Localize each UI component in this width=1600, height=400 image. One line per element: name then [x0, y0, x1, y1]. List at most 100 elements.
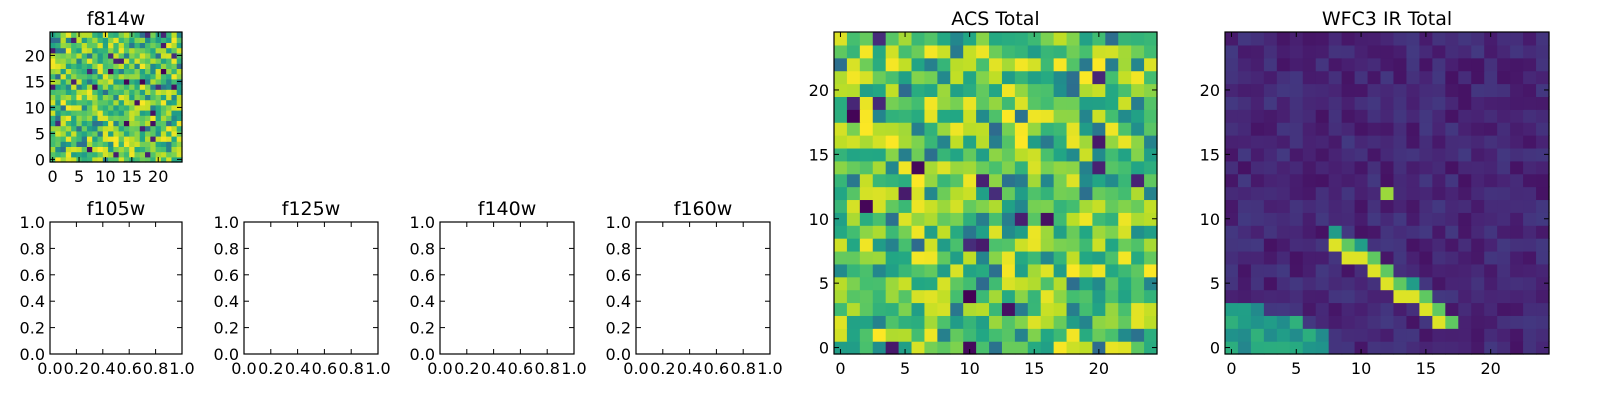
heatmap-cell [1341, 135, 1356, 149]
heatmap-cell [166, 84, 173, 90]
heatmap-cell [65, 63, 72, 69]
heatmap-cell [1458, 44, 1472, 59]
heatmap-cell [834, 186, 848, 201]
heatmap-cell [166, 130, 173, 137]
heatmap-cell [71, 99, 77, 106]
heatmap-cell [1354, 199, 1369, 213]
heatmap-cell [1144, 212, 1158, 226]
heatmap-cell [1040, 96, 1055, 110]
heatmap-cell [1092, 32, 1106, 46]
heatmap-cell [171, 94, 178, 101]
y-tick-label: 5 [819, 274, 829, 293]
heatmap-cell [1419, 302, 1433, 316]
heatmap-cell [834, 122, 848, 136]
heatmap-cell [1367, 250, 1382, 265]
heatmap-cell [846, 173, 861, 188]
heatmap-cell [1027, 147, 1042, 162]
heatmap-cell [1497, 263, 1511, 278]
heatmap-cell [834, 238, 848, 252]
heatmap-cell [1263, 147, 1278, 162]
heatmap-cell [1276, 302, 1291, 316]
heatmap-cell [139, 99, 146, 106]
acs-total-frame [833, 31, 1158, 355]
x-tick-label: 0 [48, 167, 58, 186]
heatmap-cell [859, 212, 874, 226]
heatmap-cell [1497, 70, 1511, 85]
heatmap-cell [1001, 225, 1016, 239]
heatmap-cell [1497, 276, 1511, 291]
heatmap-cell [118, 73, 125, 80]
heatmap-cell [1458, 57, 1472, 72]
heatmap-cell [1118, 186, 1132, 201]
heatmap-cell [834, 212, 848, 226]
y-tick-label: 0.8 [20, 239, 45, 258]
heatmap-cell [86, 151, 93, 158]
heatmap-cell [885, 238, 900, 252]
heatmap-cell [176, 58, 183, 64]
heatmap-cell [76, 110, 83, 116]
heatmap-cell [1302, 289, 1317, 304]
heatmap-cell [123, 84, 130, 90]
heatmap-cell [123, 89, 130, 95]
heatmap-cell [885, 57, 900, 72]
heatmap-cell [1445, 96, 1459, 110]
heatmap-cell [963, 83, 977, 97]
heatmap-cell [1328, 57, 1343, 72]
heatmap-cell [145, 73, 151, 80]
heatmap-cell [1289, 263, 1304, 278]
heatmap-cell [171, 104, 178, 111]
heatmap-cell [1014, 212, 1029, 226]
heatmap-cell [65, 130, 72, 137]
heatmap-cell [1302, 302, 1317, 316]
heatmap-cell [989, 109, 1003, 123]
heatmap-cell [108, 110, 114, 116]
heatmap-cell [872, 32, 887, 46]
heatmap-cell [1445, 341, 1459, 355]
heatmap-cell [1250, 276, 1265, 291]
heatmap-cell [1510, 70, 1524, 85]
heatmap-cell [166, 73, 173, 80]
heatmap-cell [92, 47, 99, 54]
heatmap-cell [989, 238, 1003, 252]
heatmap-cell [1367, 212, 1382, 226]
heatmap-cell [859, 238, 874, 252]
heatmap-cell [1419, 263, 1433, 278]
heatmap-cell [1458, 289, 1472, 304]
heatmap-cell [65, 136, 72, 142]
heatmap-cell [1014, 250, 1029, 265]
heatmap-cell [1092, 83, 1106, 97]
heatmap-cell [937, 238, 951, 252]
heatmap-cell [1225, 70, 1239, 85]
heatmap-cell [55, 115, 62, 121]
heatmap-cell [1445, 212, 1459, 226]
heatmap-cell [176, 136, 183, 142]
heatmap-cell [1354, 109, 1369, 123]
heatmap-cell [1510, 250, 1524, 265]
heatmap-cell [1079, 70, 1093, 85]
heatmap-cell [1263, 341, 1278, 355]
heatmap-cell [1040, 289, 1055, 304]
heatmap-cell [1053, 212, 1068, 226]
heatmap-cell [1432, 147, 1446, 162]
heatmap-cell [1040, 328, 1055, 342]
heatmap-cell [71, 68, 77, 75]
heatmap-cell [1393, 186, 1408, 201]
heatmap-cell [145, 37, 151, 43]
heatmap-cell [1118, 147, 1132, 162]
heatmap-cell [50, 146, 56, 153]
heatmap-cell [65, 141, 72, 147]
heatmap-cell [139, 156, 146, 163]
heatmap-cell [911, 160, 926, 175]
heatmap-cell [81, 120, 88, 127]
heatmap-cell [1225, 122, 1239, 136]
heatmap-cell [1484, 328, 1498, 342]
heatmap-cell [846, 44, 861, 59]
heatmap-cell [1510, 263, 1524, 278]
heatmap-cell [1393, 122, 1408, 136]
heatmap-cell [1458, 212, 1472, 226]
heatmap-cell [171, 151, 178, 158]
heatmap-cell [1118, 341, 1132, 355]
heatmap-cell [1380, 70, 1395, 85]
heatmap-cell [102, 47, 109, 54]
heatmap-cell [911, 315, 926, 329]
